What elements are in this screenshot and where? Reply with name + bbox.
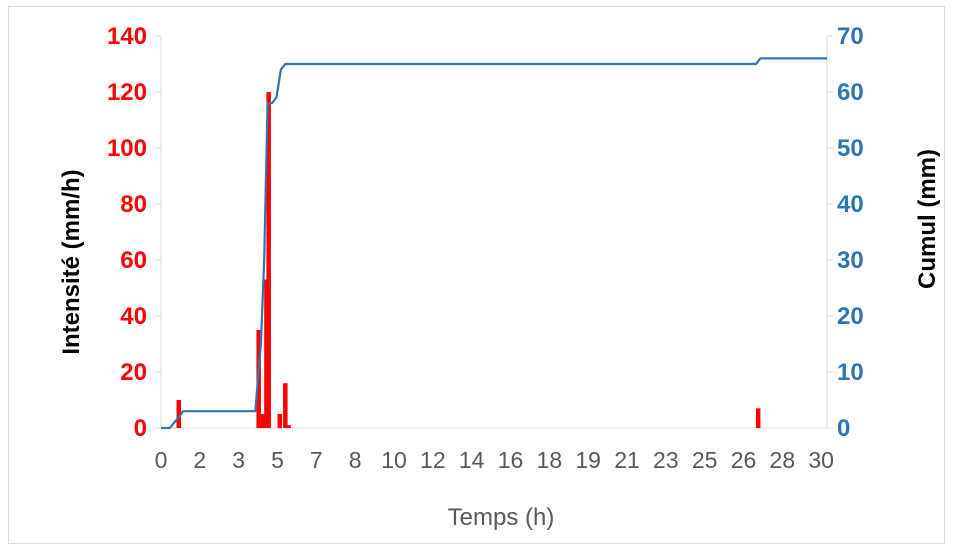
x-tick-label: 12	[420, 447, 446, 473]
y-tick-left-label: 100	[107, 135, 147, 162]
y-tick-right-label: 40	[837, 191, 864, 218]
intensity-bar	[756, 408, 761, 428]
x-tick-label: 14	[459, 447, 485, 473]
x-tick-label: 8	[349, 447, 362, 473]
x-tick-label: 0	[155, 447, 168, 473]
y-tick-left-label: 0	[134, 415, 147, 442]
y-tick-left-label: 40	[120, 303, 147, 330]
y-tick-right-label: 10	[837, 359, 864, 386]
intensity-bar	[283, 383, 288, 428]
x-tick-label: 18	[537, 447, 563, 473]
y-axis-title-left: Intensité (mm/h)	[58, 169, 85, 354]
chart-frame: 0 20 40 60 80 100 120 140 0 10 20 30 40 50 60 70 0 2 3 5 7 8 1…	[8, 6, 945, 544]
x-axis-title: Temps (h)	[448, 504, 555, 531]
y-axis-title-right: Cumul (mm)	[914, 149, 941, 289]
x-tick-label: 30	[808, 447, 834, 473]
x-tick-label: 10	[381, 447, 407, 473]
y-tick-left-label: 20	[120, 359, 147, 386]
x-tick-label: 23	[653, 447, 679, 473]
y-tick-left-label: 80	[120, 191, 147, 218]
x-tick-label: 3	[232, 447, 245, 473]
y-tick-right-label: 20	[837, 303, 864, 330]
x-tick-label: 19	[575, 447, 601, 473]
y-tick-right-label: 60	[837, 79, 864, 106]
x-tick-label: 5	[271, 447, 284, 473]
x-tick-label: 28	[770, 447, 796, 473]
x-tick-label: 21	[614, 447, 640, 473]
intensity-bar	[286, 425, 291, 428]
y-tick-left-label: 140	[107, 23, 147, 50]
y-tick-right-label: 70	[837, 23, 864, 50]
y-tick-left-label: 120	[107, 79, 147, 106]
x-tick-label: 16	[498, 447, 524, 473]
x-tick-label: 25	[692, 447, 718, 473]
y-tick-left-label: 60	[120, 247, 147, 274]
y-tick-right-label: 0	[837, 415, 850, 442]
x-tick-label: 7	[310, 447, 323, 473]
y-tick-right-label: 50	[837, 135, 864, 162]
y-tick-right-label: 30	[837, 247, 864, 274]
intensity-bar	[278, 414, 283, 428]
x-tick-label: 2	[193, 447, 206, 473]
x-tick-label: 26	[731, 447, 757, 473]
